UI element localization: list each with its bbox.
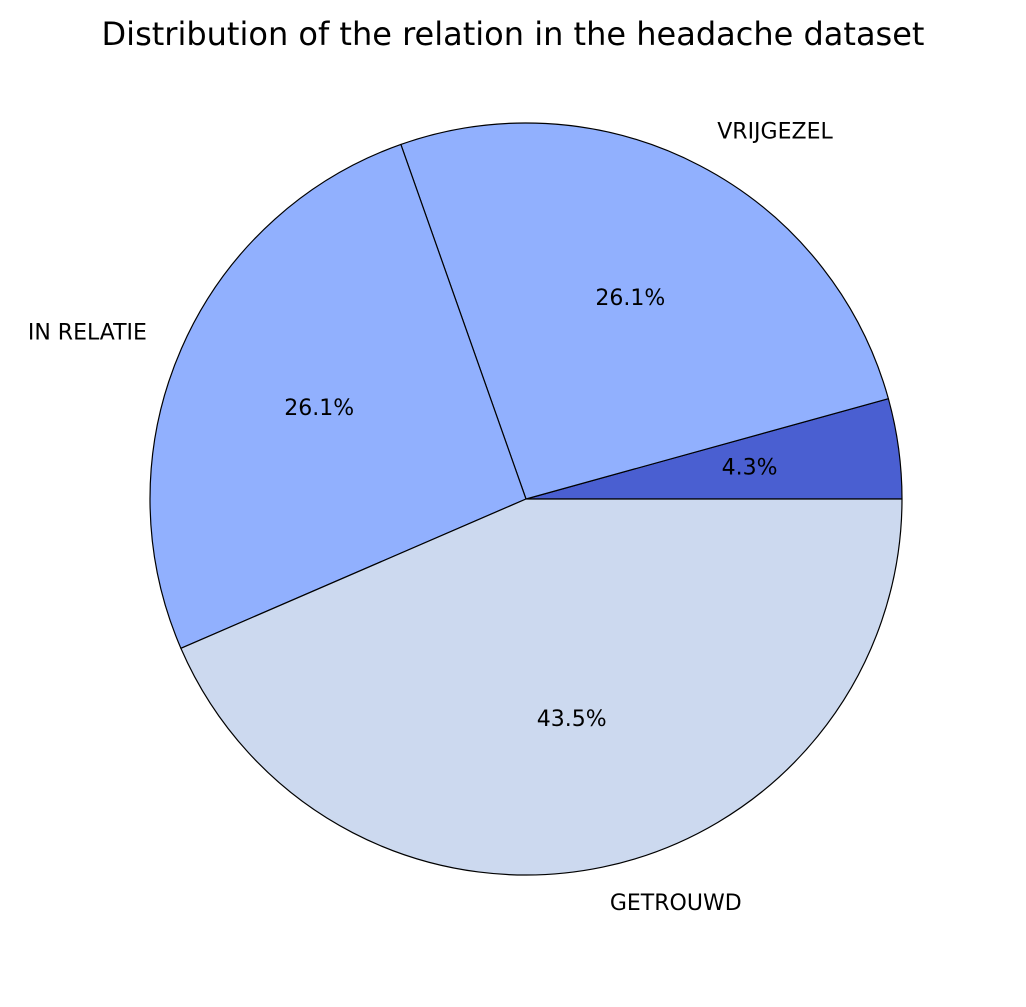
slice-percent-label: 26.1% [595,286,665,311]
slice-category-label: IN RELATIE [28,321,147,346]
slice-category-label: VRIJGEZEL [717,119,833,144]
slice-percent-label: 26.1% [284,396,354,421]
slice-category-label: GETROUWD [610,891,742,916]
pie-slices [149,122,903,876]
pie-slice [180,498,903,876]
slice-percent-label: 4.3% [722,456,778,481]
pie-labels: 4.3% 26.1% VRIJGEZEL 26.1% IN RELATIE 43.5% GE… [28,119,834,916]
pie-slice [149,143,527,649]
chart-title: Distribution of the relation in the head… [102,15,925,53]
slice-percent-label: 43.5% [537,707,607,732]
pie-slice [400,122,889,500]
